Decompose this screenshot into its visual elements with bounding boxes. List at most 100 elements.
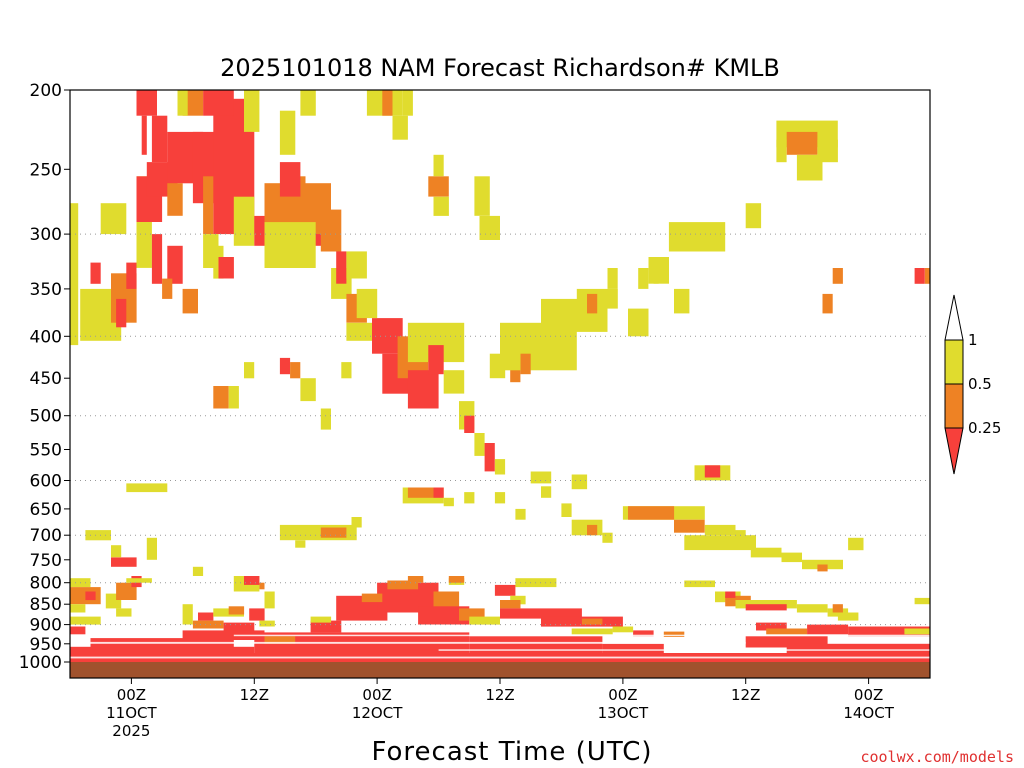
ri-cell-orange [70, 587, 101, 605]
ri-cell-yellow [433, 154, 444, 177]
ri-cell-red [336, 251, 347, 284]
legend-label: 0.25 [968, 419, 1001, 437]
ri-cell-red [848, 626, 930, 637]
xtick-label: 11OCT [106, 704, 157, 722]
ri-cell-red [756, 622, 787, 631]
xtick-label: 13OCT [598, 704, 649, 722]
ri-cell-yellow [914, 597, 930, 605]
ri-cell-orange [428, 176, 449, 197]
ri-cell-yellow [116, 608, 132, 617]
ri-cell-orange [182, 90, 204, 116]
ri-cell-yellow [612, 626, 634, 633]
ri-cell-yellow [264, 591, 275, 609]
ri-cell-yellow [213, 608, 244, 617]
ri-cell-yellow [796, 604, 828, 613]
legend-label: 0.5 [968, 375, 992, 393]
ri-cell-yellow [433, 196, 449, 216]
ri-cell-yellow [392, 115, 408, 140]
ri-cell-red [151, 234, 163, 284]
ri-cell-yellow [100, 203, 127, 235]
ri-cell-red [279, 162, 301, 197]
ytick-label: 800 [30, 574, 62, 594]
ri-cell-orange [228, 606, 245, 615]
ri-cell-orange [510, 362, 521, 383]
legend-orange-box [944, 383, 964, 429]
ri-cell-yellow [295, 540, 306, 548]
ri-cell-red [418, 606, 470, 625]
ri-cell-yellow [776, 139, 787, 163]
ri-cell-orange [361, 593, 383, 603]
ri-cell-yellow [264, 222, 316, 268]
legend-bottom-arrow [944, 427, 964, 475]
ytick-label: 350 [30, 280, 62, 300]
ri-cell-red [151, 115, 168, 163]
ri-cell-red [745, 636, 828, 648]
ri-cell-red [484, 443, 495, 472]
ri-cell-yellow [244, 90, 260, 132]
ri-cell-yellow [674, 288, 690, 314]
ri-cell-red [167, 245, 183, 284]
ri-cell-orange [766, 628, 808, 635]
ri-cell-yellow [310, 616, 332, 623]
ri-cell-red [633, 630, 654, 637]
ytick-label: 500 [30, 407, 62, 427]
ri-gap-band [438, 649, 930, 651]
ytick-label: 400 [30, 327, 62, 347]
ri-cell-yellow [146, 537, 157, 560]
xtick-label: 2025 [112, 722, 150, 740]
ri-cell-yellow [213, 245, 224, 279]
ytick-label: 1000 [19, 653, 62, 673]
ri-cell-yellow [494, 459, 506, 475]
ri-cell-red [745, 604, 787, 611]
ri-cell-yellow [530, 471, 552, 484]
ri-cell-orange [587, 524, 598, 536]
ri-cell-yellow [561, 503, 572, 517]
y-axis-ticks: 200 250 300 350 400 450 500 550 600 650 700 750 8008… [19, 81, 70, 673]
ri-cell-red [279, 357, 291, 375]
ri-cell-yellow [479, 215, 500, 240]
ri-cell-yellow [494, 492, 506, 504]
ri-cell-orange [817, 564, 828, 572]
ri-cell-yellow [904, 628, 930, 635]
ri-cell-orange [786, 131, 818, 155]
ri-gap-band [70, 641, 746, 644]
ri-cell-yellow [668, 222, 726, 252]
ri-cell-red [244, 576, 260, 585]
ri-cell-yellow [781, 552, 802, 563]
xtick-label: 00Z [608, 686, 637, 704]
ri-cell-red [198, 612, 214, 621]
ri-cell-red [223, 622, 255, 631]
ri-cell-yellow [443, 497, 454, 507]
ri-cell-yellow [628, 308, 649, 337]
ri-cell-orange [387, 580, 419, 590]
ri-cell-yellow [346, 251, 367, 279]
ytick-label: 650 [30, 500, 62, 520]
ri-cell-orange [182, 288, 198, 314]
ri-cell-yellow [571, 474, 588, 490]
ri-cell-yellow [85, 530, 111, 541]
ri-cell-orange [192, 620, 224, 629]
ri-cell-orange [213, 386, 229, 409]
ytick-label: 700 [30, 526, 62, 546]
ytick-label: 750 [30, 551, 62, 571]
ri-cell-red [807, 624, 849, 635]
ri-cell-yellow [279, 110, 296, 155]
ri-cell-orange [832, 268, 843, 284]
ri-cell-orange [520, 353, 531, 375]
ri-cell-yellow [837, 612, 859, 621]
ri-cell-yellow [474, 176, 490, 216]
ri-cell-yellow [70, 203, 79, 346]
ri-cell-yellow [464, 492, 475, 504]
ri-cell-yellow [571, 628, 613, 635]
ri-cell-red [85, 591, 96, 601]
ri-cell-red [90, 262, 101, 284]
ri-cell-red [494, 584, 516, 596]
ri-cell-yellow [817, 139, 838, 163]
ri-cell-yellow [300, 90, 316, 116]
ri-cell-red [249, 608, 265, 621]
ri-cell-yellow [177, 90, 188, 116]
ri-cell-yellow [182, 604, 193, 625]
ri-gap-band [233, 634, 931, 637]
ri-cell-red [111, 557, 137, 567]
